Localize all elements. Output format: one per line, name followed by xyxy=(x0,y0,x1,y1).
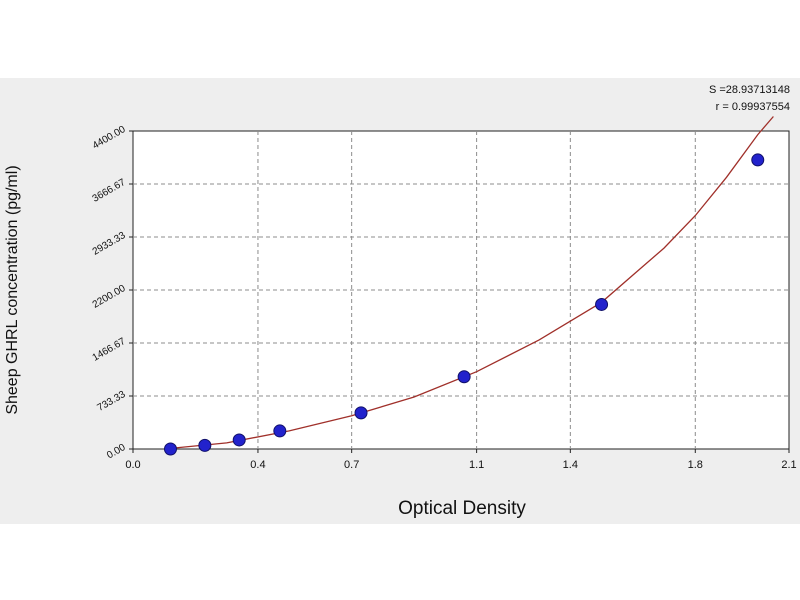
x-tick-label: 1.1 xyxy=(469,459,484,471)
x-tick-label: 0.4 xyxy=(250,459,265,471)
x-tick-label: 0.0 xyxy=(125,459,140,471)
x-tick-label: 1.4 xyxy=(563,459,578,471)
y-tick-label: 733.33 xyxy=(96,389,128,414)
x-axis-ticks: 0.0 0.4 0.7 1.1 1.4 1.8 2.1 xyxy=(125,449,797,471)
fit-curve xyxy=(164,116,774,450)
y-axis-label: Sheep GHRL concentration (pg/ml) xyxy=(4,165,21,414)
y-tick-label: 2933.33 xyxy=(91,230,128,258)
x-tick-label: 2.1 xyxy=(781,459,796,471)
x-tick-label: 1.8 xyxy=(688,459,703,471)
data-point xyxy=(273,424,287,438)
data-point xyxy=(595,297,609,311)
data-point xyxy=(457,370,471,384)
fit-annotation-r: r = 0.99937554 xyxy=(716,101,790,113)
x-axis-label: Optical Density xyxy=(398,498,526,519)
data-point xyxy=(354,406,368,420)
data-point xyxy=(198,438,212,452)
x-tick-label: 0.7 xyxy=(344,459,359,471)
y-tick-label: 4400.00 xyxy=(91,124,128,152)
data-point xyxy=(163,442,177,456)
data-point xyxy=(232,433,246,447)
y-tick-label: 1466.67 xyxy=(91,336,128,364)
y-tick-label: 3666.67 xyxy=(91,177,128,205)
grid xyxy=(133,131,789,449)
data-point xyxy=(751,153,765,167)
data-points xyxy=(163,153,765,456)
y-tick-label: 2200.00 xyxy=(91,283,128,311)
fit-annotation-s: S =28.93713148 xyxy=(709,84,790,96)
y-axis-ticks: 0.00733.331466.672200.002933.333666.6744… xyxy=(91,124,133,461)
